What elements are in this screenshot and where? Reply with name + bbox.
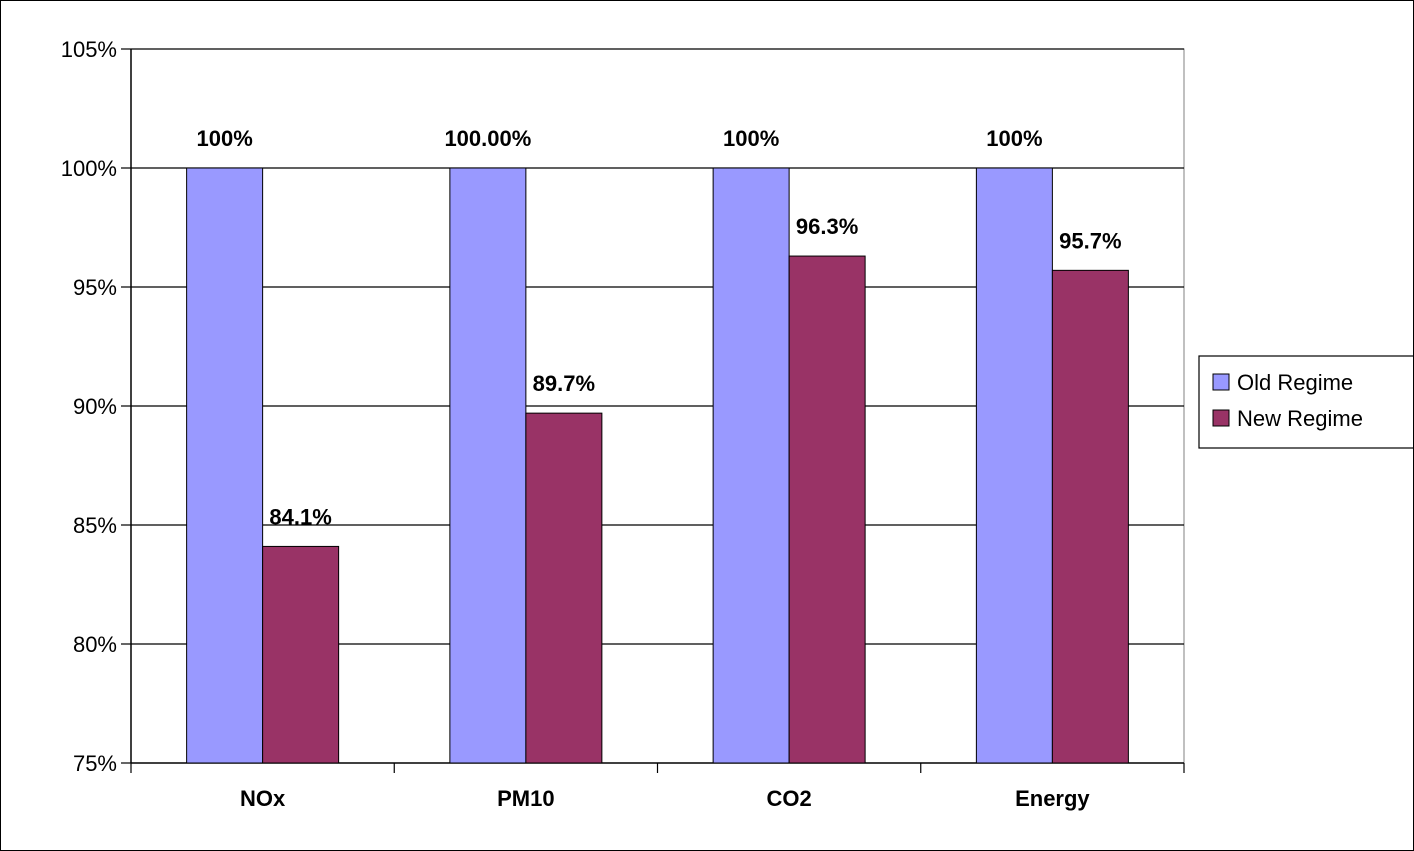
bar-old-regime-nox[interactable] [186,167,264,764]
y-tick-label: 100% [61,156,117,181]
category-label: CO2 [767,786,812,811]
bar-old-regime-pm10[interactable] [449,167,527,764]
data-label: 100% [986,126,1042,151]
bar-new-regime-co2[interactable] [788,255,866,764]
bar-old-regime-co2[interactable] [712,167,790,764]
legend [1198,355,1413,449]
legend-label: Old Regime [1237,370,1353,395]
data-label: 100% [723,126,779,151]
data-label: 100.00% [444,126,531,151]
category-label: PM10 [497,786,554,811]
bar-new-regime-energy[interactable] [1051,269,1129,764]
data-label: 96.3% [796,214,858,239]
category-label: NOx [240,786,286,811]
bar-new-regime-nox[interactable] [262,545,340,764]
y-tick-label: 95% [73,275,117,300]
legend-label: New Regime [1237,406,1363,431]
y-tick-label: 80% [73,632,117,657]
data-label: 89.7% [533,371,595,396]
legend-swatch [1212,409,1230,427]
legend-swatch [1212,373,1230,391]
bar-new-regime-pm10[interactable] [525,412,603,764]
y-tick-label: 85% [73,513,117,538]
y-tick-label: 75% [73,751,117,776]
category-label: Energy [1015,786,1090,811]
bar-old-regime-energy[interactable] [975,167,1053,764]
data-label: 84.1% [269,504,331,529]
data-label: 95.7% [1059,228,1121,253]
y-tick-label: 105% [61,37,117,62]
data-label: 100% [196,126,252,151]
y-tick-label: 90% [73,394,117,419]
